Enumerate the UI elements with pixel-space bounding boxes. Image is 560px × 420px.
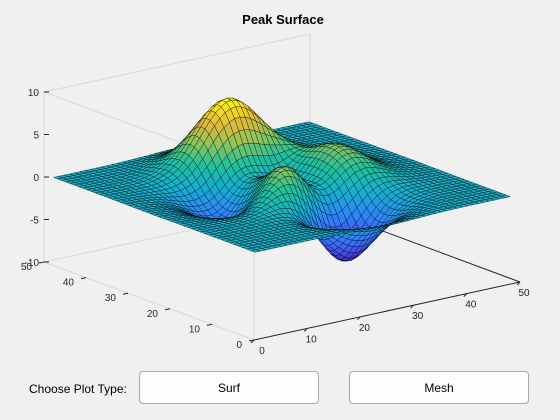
tick-mark	[357, 316, 361, 321]
z-tick-label: 10	[28, 88, 40, 99]
z-tick-label: 5	[33, 131, 39, 142]
tick-mark	[303, 328, 308, 332]
tick-mark	[122, 292, 129, 295]
y-tick-label: 50	[21, 262, 33, 273]
tick-mark	[80, 277, 87, 280]
tick-mark	[463, 293, 468, 297]
x-tick-label: 20	[359, 323, 371, 334]
z-tick-label: -10	[25, 258, 40, 269]
z-tick-label: 0	[33, 173, 39, 184]
controls-bar: Choose Plot Type: Surf Mesh	[0, 360, 560, 420]
x-tick-label: 10	[306, 334, 318, 345]
y-tick-label: 20	[147, 309, 159, 320]
y-tick-label: 10	[189, 324, 201, 335]
y-tick-label: 30	[105, 293, 117, 304]
x-tick-label: 40	[465, 300, 477, 311]
tick-mark	[516, 281, 521, 286]
tick-mark	[206, 323, 213, 326]
surf-button[interactable]: Surf	[139, 371, 319, 404]
x-tick-label: 30	[412, 311, 424, 322]
tick-mark	[38, 261, 45, 264]
x-tick-label: 0	[259, 346, 265, 357]
mesh-button[interactable]: Mesh	[349, 371, 529, 404]
z-tick-label: -5	[30, 216, 39, 227]
x-tick-label: 50	[518, 288, 530, 299]
surface-mesh	[53, 97, 511, 262]
tick-mark	[410, 304, 414, 309]
y-tick-label: 40	[63, 278, 75, 289]
tick-mark	[164, 308, 171, 311]
y-tick-label: 0	[236, 340, 242, 351]
axes-edge	[43, 261, 255, 341]
surface-patch	[500, 194, 511, 198]
choose-plot-type-label: Choose Plot Type:	[29, 382, 127, 396]
axes-edge	[43, 33, 311, 93]
tick-mark	[248, 339, 255, 342]
axes-edge	[253, 281, 521, 341]
plot-title: Peak Surface	[242, 12, 324, 27]
